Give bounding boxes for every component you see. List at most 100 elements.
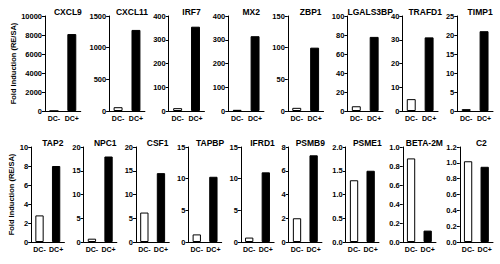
- svg-text:10000: 10000: [21, 12, 42, 21]
- svg-text:DC+: DC+: [129, 115, 143, 122]
- svg-text:ZBP1: ZBP1: [300, 7, 322, 17]
- svg-text:PSME1: PSME1: [353, 138, 382, 148]
- svg-text:DC+: DC+: [421, 246, 435, 253]
- svg-text:NPC1: NPC1: [94, 138, 117, 148]
- svg-text:0.0: 0.0: [446, 238, 456, 247]
- svg-text:5: 5: [234, 206, 238, 215]
- svg-text:DC-: DC-: [350, 115, 363, 122]
- svg-text:1.5: 1.5: [332, 166, 342, 175]
- svg-text:5: 5: [129, 214, 133, 223]
- svg-text:25: 25: [446, 12, 454, 21]
- svg-text:0: 0: [450, 107, 454, 116]
- svg-text:20: 20: [125, 143, 133, 152]
- svg-text:0.0: 0.0: [389, 238, 399, 247]
- svg-text:DC+: DC+: [65, 115, 79, 122]
- svg-text:0.8: 0.8: [446, 174, 456, 183]
- svg-text:30: 30: [391, 35, 399, 44]
- svg-text:10: 10: [20, 143, 28, 152]
- svg-text:0: 0: [234, 238, 238, 247]
- svg-text:100: 100: [153, 83, 166, 92]
- svg-text:DC+: DC+: [367, 115, 381, 122]
- svg-text:10: 10: [230, 174, 238, 183]
- svg-text:10: 10: [391, 83, 399, 92]
- svg-text:15: 15: [125, 166, 133, 175]
- svg-text:0: 0: [221, 107, 225, 116]
- svg-text:DC-: DC-: [348, 246, 361, 253]
- svg-text:DC+: DC+: [364, 246, 378, 253]
- svg-text:DC-: DC-: [112, 115, 125, 122]
- svg-text:10: 10: [125, 190, 133, 199]
- svg-text:0: 0: [282, 238, 286, 247]
- svg-text:0: 0: [281, 107, 285, 116]
- svg-text:4: 4: [282, 190, 287, 199]
- svg-text:DC+: DC+: [259, 246, 273, 253]
- svg-text:TAP2: TAP2: [42, 138, 63, 148]
- svg-text:8: 8: [24, 162, 28, 171]
- svg-text:2: 2: [282, 214, 286, 223]
- svg-text:10: 10: [72, 190, 80, 199]
- svg-text:0.2: 0.2: [389, 219, 399, 228]
- svg-text:5: 5: [450, 88, 454, 97]
- svg-text:1.0: 1.0: [332, 190, 342, 199]
- svg-text:15: 15: [446, 50, 454, 59]
- svg-text:LGALS3BP: LGALS3BP: [348, 7, 394, 17]
- svg-text:100: 100: [332, 12, 345, 21]
- svg-text:150: 150: [272, 12, 285, 21]
- svg-text:10: 10: [446, 69, 454, 78]
- svg-text:20: 20: [336, 88, 344, 97]
- svg-text:DC+: DC+: [308, 115, 322, 122]
- svg-text:DC-: DC-: [191, 246, 204, 253]
- svg-text:DC+: DC+: [206, 246, 220, 253]
- svg-text:TRAFD1: TRAFD1: [408, 7, 442, 17]
- svg-text:DC-: DC-: [171, 115, 184, 122]
- svg-text:DC-: DC-: [405, 115, 418, 122]
- svg-text:200: 200: [153, 59, 166, 68]
- svg-text:15: 15: [230, 143, 238, 152]
- svg-text:DC-: DC-: [33, 246, 46, 253]
- svg-text:BETA-2M: BETA-2M: [406, 138, 443, 148]
- svg-text:4000: 4000: [25, 69, 42, 78]
- svg-text:80: 80: [336, 31, 344, 40]
- svg-text:DC-: DC-: [86, 246, 99, 253]
- svg-text:DC-: DC-: [291, 246, 304, 253]
- svg-text:0: 0: [395, 107, 399, 116]
- svg-text:C2: C2: [476, 138, 487, 148]
- svg-text:5: 5: [76, 214, 80, 223]
- svg-text:1.0: 1.0: [389, 143, 399, 152]
- svg-text:20: 20: [446, 31, 454, 40]
- svg-text:0.4: 0.4: [389, 200, 400, 209]
- svg-text:300: 300: [153, 35, 166, 44]
- svg-text:DC+: DC+: [49, 246, 63, 253]
- svg-text:0: 0: [38, 107, 42, 116]
- svg-text:0: 0: [340, 107, 344, 116]
- svg-text:0: 0: [76, 238, 80, 247]
- svg-text:5: 5: [181, 206, 185, 215]
- svg-text:50: 50: [276, 75, 284, 84]
- svg-text:TIMP1: TIMP1: [468, 7, 493, 17]
- svg-text:CXCL9: CXCL9: [54, 7, 82, 17]
- svg-text:500: 500: [94, 75, 107, 84]
- svg-text:DC+: DC+: [477, 115, 491, 122]
- svg-text:0.2: 0.2: [446, 222, 456, 231]
- svg-text:PSMB9: PSMB9: [296, 138, 326, 148]
- svg-text:DC-: DC-: [460, 115, 473, 122]
- svg-text:2: 2: [24, 219, 28, 228]
- svg-text:DC-: DC-: [405, 246, 418, 253]
- svg-text:1500: 1500: [89, 12, 106, 21]
- svg-text:DC-: DC-: [243, 246, 256, 253]
- svg-text:DC+: DC+: [154, 246, 168, 253]
- svg-text:Fold Induction (RE/SA): Fold Induction (RE/SA): [9, 22, 18, 104]
- svg-text:8000: 8000: [25, 31, 42, 40]
- svg-text:0.4: 0.4: [446, 206, 457, 215]
- svg-text:1000: 1000: [89, 43, 106, 52]
- svg-text:IFRD1: IFRD1: [250, 138, 275, 148]
- svg-text:DC-: DC-: [462, 246, 475, 253]
- svg-text:MX2: MX2: [242, 7, 260, 17]
- svg-text:0.6: 0.6: [389, 181, 399, 190]
- svg-text:10: 10: [177, 174, 185, 183]
- svg-text:CSF1: CSF1: [147, 138, 169, 148]
- svg-text:0: 0: [102, 107, 106, 116]
- svg-text:DC+: DC+: [478, 246, 492, 253]
- svg-text:DC+: DC+: [188, 115, 202, 122]
- svg-text:0: 0: [181, 238, 185, 247]
